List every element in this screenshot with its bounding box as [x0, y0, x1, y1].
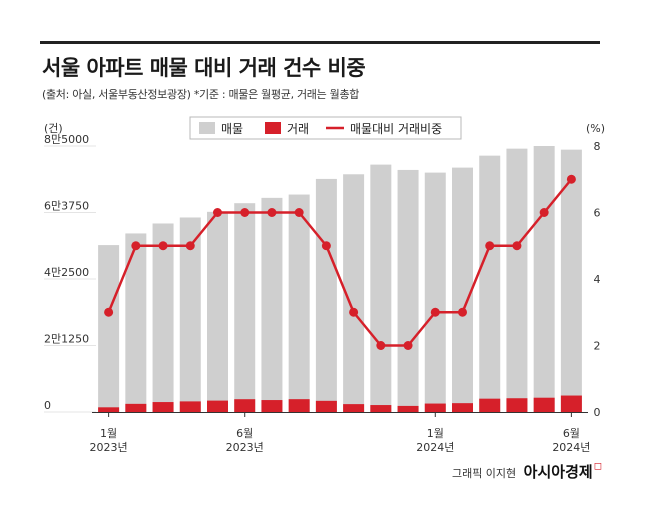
- listings-bar: [560, 149, 582, 412]
- left-tick-label-4: 8만5000: [44, 133, 89, 146]
- x-tick-year: 2024년: [416, 441, 454, 454]
- transactions-bar: [261, 400, 283, 412]
- ratio-point: [321, 241, 331, 251]
- listings-bar: [343, 174, 365, 412]
- ratio-point: [349, 307, 359, 317]
- listings-bar: [506, 148, 528, 412]
- listings-bar: [315, 178, 337, 412]
- legend-swatch-listings: [199, 122, 215, 134]
- listings-bar: [479, 155, 501, 412]
- legend-label-ratio: 매물대비 거래비중: [350, 122, 442, 136]
- listings-bar: [533, 146, 555, 412]
- listings-bar: [424, 172, 446, 412]
- right-tick-label-0: 0: [594, 406, 601, 419]
- transactions-bar: [560, 395, 582, 412]
- transactions-bar: [343, 404, 365, 412]
- listings-bar: [261, 197, 283, 412]
- listings-bar: [125, 233, 147, 412]
- listings-bar: [179, 217, 201, 412]
- ratio-point: [512, 241, 522, 251]
- x-tick-month: 1월: [100, 427, 117, 440]
- listings-bar: [397, 169, 419, 412]
- title-rule: [40, 41, 600, 44]
- transactions-bar: [424, 403, 446, 412]
- listings-bar: [288, 194, 310, 412]
- legend-swatch-transactions: [265, 122, 281, 134]
- ratio-point: [376, 341, 386, 350]
- left-tick-label-2: 4만2500: [44, 266, 89, 279]
- transactions-bar: [370, 405, 392, 412]
- ratio-point: [294, 208, 304, 217]
- listings-bar: [234, 203, 256, 412]
- legend: 매물 거래 매물대비 거래비중: [189, 116, 462, 140]
- x-tick-month: 6월: [236, 427, 253, 440]
- listings-bar: [152, 223, 174, 412]
- transactions-bar: [152, 402, 174, 412]
- ratio-point: [539, 208, 549, 217]
- ratio-point: [158, 241, 168, 251]
- ratio-point: [485, 241, 495, 251]
- brand-mark-icon: ◻: [593, 461, 602, 472]
- left-tick-label-1: 2만1250: [44, 333, 89, 346]
- transactions-bar: [315, 400, 337, 412]
- listings-bar: [207, 211, 228, 412]
- transactions-bar: [179, 401, 201, 412]
- ratio-point: [240, 208, 250, 217]
- ratio-point: [267, 208, 277, 217]
- transactions-bar: [506, 398, 528, 412]
- listings-bar: [452, 167, 473, 412]
- transactions-bar: [207, 400, 228, 412]
- right-tick-label-3: 6: [594, 207, 601, 220]
- transactions-bar: [125, 403, 147, 412]
- transactions-bar: [98, 407, 120, 412]
- left-tick-label-3: 6만3750: [44, 200, 89, 213]
- ratio-point: [566, 174, 576, 184]
- transactions-bar: [234, 399, 256, 412]
- ratio-point: [104, 307, 114, 317]
- ratio-point: [403, 341, 413, 350]
- listings-bar: [370, 164, 392, 412]
- transactions-bar: [452, 403, 473, 412]
- x-tick-month: 1월: [427, 427, 444, 440]
- credit-byline: 그래픽 이지현: [451, 467, 517, 480]
- legend-label-listings: 매물: [221, 122, 243, 136]
- left-axis-unit: (건): [44, 122, 63, 135]
- transactions-bar: [533, 397, 555, 412]
- transactions-bar: [397, 405, 419, 412]
- right-tick-label-1: 2: [594, 340, 601, 353]
- ratio-point: [131, 241, 141, 251]
- x-tick-year: 2023년: [226, 441, 264, 454]
- left-tick-label-0: 0: [44, 399, 51, 412]
- chart-title: 서울 아파트 매물 대비 거래 건수 비중: [42, 56, 366, 80]
- ratio-line: [107, 178, 573, 347]
- brand-name: 아시아경제: [523, 463, 593, 481]
- transactions-bar: [288, 399, 310, 412]
- x-tick-month: 6월: [563, 427, 580, 440]
- transactions-bar: [479, 398, 501, 412]
- x-tick-year: 2024년: [552, 441, 590, 454]
- ratio-point: [458, 307, 467, 317]
- ratio-point: [213, 208, 222, 217]
- chart-subtitle: (출처: 아실, 서울부동산정보광장) *기준 : 매물은 월평균, 거래는 월…: [42, 88, 360, 101]
- legend-box: [189, 116, 462, 140]
- right-tick-label-2: 4: [594, 273, 601, 286]
- ratio-point: [430, 307, 440, 317]
- credit: 그래픽 이지현 아시아경제◻: [452, 461, 602, 482]
- x-tick-year: 2023년: [90, 441, 128, 454]
- right-axis-unit: (%): [586, 122, 605, 135]
- listings-bar: [98, 245, 120, 412]
- legend-label-transactions: 거래: [287, 122, 309, 136]
- right-tick-label-4: 8: [594, 140, 601, 153]
- ratio-point: [185, 241, 195, 251]
